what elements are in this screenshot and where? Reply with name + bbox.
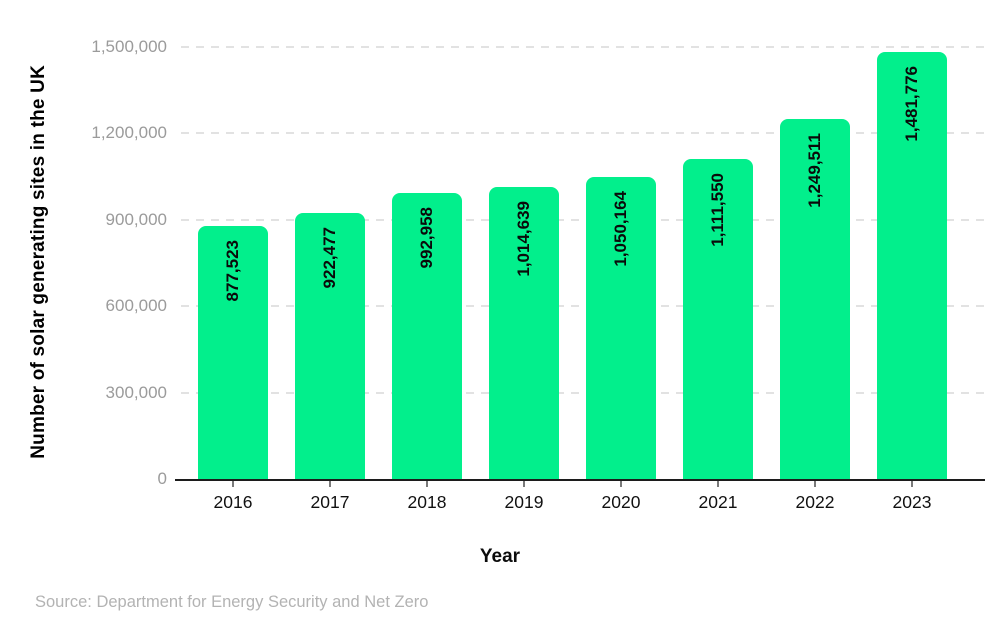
x-tick-label: 2020 (601, 492, 641, 512)
gridline (181, 218, 985, 221)
x-tick (586, 481, 656, 487)
bar-2017: 922,477 (295, 213, 365, 479)
y-tick-label: 1,200,000 (91, 123, 167, 143)
bar-value-label: 1,249,511 (805, 133, 824, 208)
gridline (181, 391, 985, 394)
y-tick-label: 0 (157, 469, 167, 488)
bar-2021: 1,111,550 (683, 158, 753, 479)
x-tick-label: 2022 (795, 492, 835, 512)
bar-2023: 1,481,776 (877, 52, 947, 479)
y-tick-label: 300,000 (105, 382, 167, 402)
x-axis-title: Year (479, 546, 521, 567)
x-tick (877, 481, 947, 487)
x-tick (198, 481, 268, 487)
x-axis-ticks (175, 481, 985, 487)
bar-2022: 1,249,511 (780, 119, 850, 479)
x-tick (295, 481, 365, 487)
bar-value-label: 877,523 (223, 240, 242, 302)
x-tick-label: 2016 (213, 492, 253, 512)
y-axis-labels: 0 300,000 600,000 900,000 1,200,000 1,500,000 (0, 37, 167, 488)
bar-2016: 877,523 (198, 226, 268, 479)
bar-value-label: 1,014,639 (514, 200, 533, 277)
bar-2018: 992,958 (392, 193, 462, 479)
gridline (181, 132, 985, 135)
bars-container: 877,523 922,477 992,958 1,014,639 1,050,164 1… (175, 47, 985, 479)
bar-value-label: 1,481,776 (902, 66, 921, 142)
y-tick-label: 900,000 (105, 209, 167, 229)
x-tick (780, 481, 850, 487)
bar-2020: 1,050,164 (586, 176, 656, 479)
y-tick-label: 600,000 (105, 296, 167, 316)
x-tick (392, 481, 462, 487)
gridline (181, 46, 985, 48)
x-tick-label: 2021 (698, 492, 738, 512)
x-tick (683, 481, 753, 487)
source-text: Source: Department for Energy Security a… (35, 593, 429, 611)
x-tick-label: 2019 (504, 492, 544, 512)
x-tick-label: 2018 (407, 492, 447, 512)
gridline (181, 305, 985, 308)
bar-value-label: 1,050,164 (611, 190, 630, 267)
x-axis-labels: 2016 2017 2018 2019 2020 2021 2022 2023 (175, 492, 985, 513)
x-tick (489, 481, 559, 487)
bar-2019: 1,014,639 (489, 186, 559, 479)
plot-area: 877,523 922,477 992,958 1,014,639 1,050,164 1… (175, 46, 985, 481)
x-tick-label: 2017 (310, 492, 350, 512)
bar-value-label: 1,111,550 (708, 172, 727, 247)
y-tick-label: 1,500,000 (91, 37, 167, 56)
gridlines (175, 46, 985, 479)
bar-value-label: 992,958 (417, 207, 436, 269)
bar-value-label: 922,477 (320, 227, 339, 289)
x-tick-label: 2023 (892, 492, 932, 512)
